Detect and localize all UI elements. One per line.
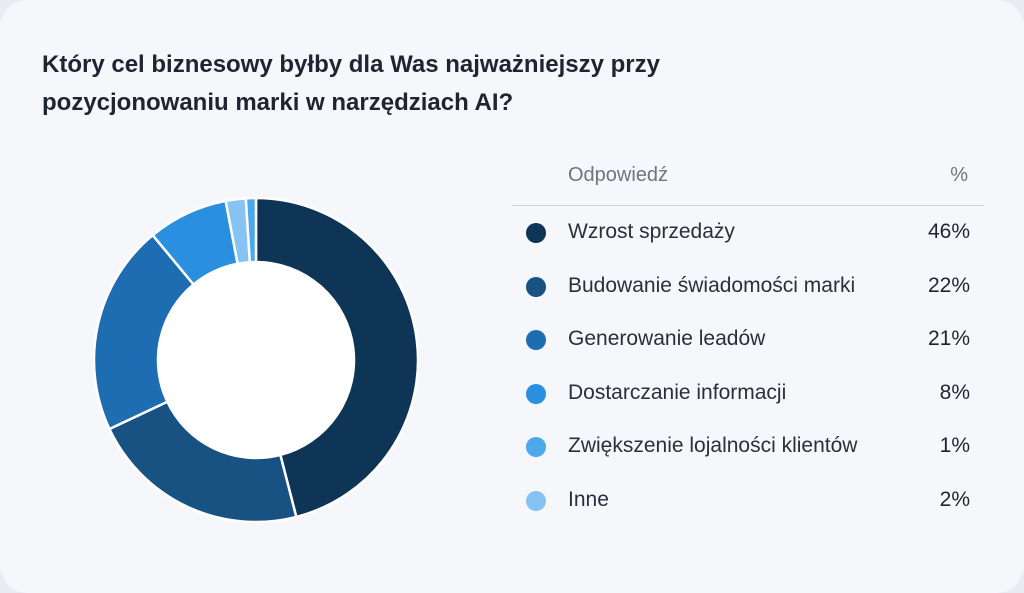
legend-label: Zwiększenie lojalności klientów xyxy=(568,434,858,457)
donut-slice-2 xyxy=(108,400,298,524)
donut-chart xyxy=(92,196,420,524)
donut-hole xyxy=(159,263,353,457)
legend-header-label: Odpowiedź xyxy=(568,164,669,186)
legend-label: Wzrost sprzedaży xyxy=(568,220,735,243)
legend-header: Odpowiedź % xyxy=(512,152,984,206)
legend-swatch xyxy=(526,490,546,511)
legend-row: Dostarczanie informacji 8% xyxy=(512,367,984,421)
legend-header-pct: % xyxy=(950,164,968,186)
legend-value: 1% xyxy=(939,434,970,457)
legend-value: 46% xyxy=(927,220,970,243)
donut-slice-3 xyxy=(92,233,195,431)
legend-label: Inne xyxy=(568,487,609,511)
legend-value: 22% xyxy=(927,273,970,297)
legend-value: 8% xyxy=(939,380,970,404)
legend-row: Budowanie świadomości marki 22% xyxy=(512,260,984,314)
legend-row: Inne 2% xyxy=(512,474,984,528)
donut-slice-5 xyxy=(244,196,258,264)
legend-swatch xyxy=(526,330,546,350)
legend-label: Budowanie świadomości marki xyxy=(568,273,856,297)
legend-row: Wzrost sprzedaży 46% xyxy=(512,206,984,260)
legend-row: Generowanie leadów 21% xyxy=(512,313,984,367)
legend-swatch xyxy=(526,437,546,457)
legend-swatch xyxy=(526,383,546,404)
legend-value: 21% xyxy=(927,327,970,350)
legend-swatch xyxy=(526,223,546,243)
legend-row: Zwiększenie lojalności klientów 1% xyxy=(512,420,984,474)
legend-label: Generowanie leadów xyxy=(568,327,766,350)
donut-slice-1 xyxy=(254,196,420,519)
legend-table: Odpowiedź % Wzrost sprzedaży 46% Budowanie… xyxy=(512,152,984,527)
legend-label: Dostarczanie informacji xyxy=(568,380,787,404)
legend-rows: Wzrost sprzedaży 46% Budowanie świadomości… xyxy=(512,206,984,527)
chart-title: Który cel biznesowy byłby dla Was najważ… xyxy=(42,51,660,116)
legend-value: 2% xyxy=(939,487,970,511)
legend-swatch xyxy=(526,276,546,297)
